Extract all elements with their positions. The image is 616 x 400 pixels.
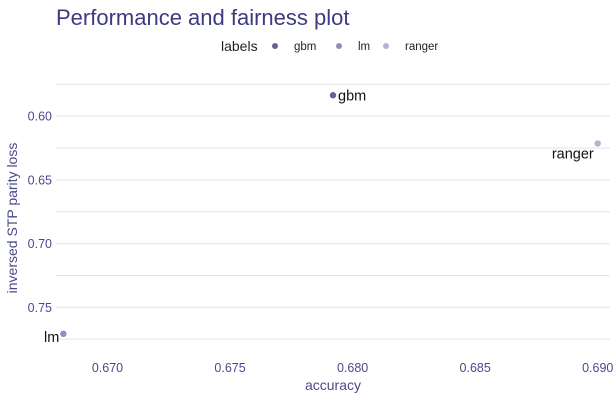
x-tick-label-4: 0.690	[582, 361, 613, 375]
legend-title: labels	[221, 38, 258, 54]
x-axis-title: accuracy	[305, 377, 361, 393]
y-tick-label-3: 0.75	[28, 301, 52, 315]
y-tick-label-1: 0.65	[28, 173, 52, 187]
x-tick-label-2: 0.680	[337, 361, 368, 375]
point-gbm	[329, 92, 337, 99]
point-lm	[60, 330, 67, 338]
chart-title: Performance and fairness plot	[56, 5, 350, 30]
legend-marker-gbm	[272, 43, 278, 49]
point-label-ranger: ranger	[552, 146, 594, 162]
data-points: gbm lm ranger	[44, 88, 601, 346]
point-label-gbm: gbm	[338, 88, 366, 104]
y-axis-title: inversed STP parity loss	[4, 143, 20, 294]
x-tick-label-1: 0.675	[214, 361, 245, 375]
y-tick-label-2: 0.70	[28, 237, 52, 251]
legend-label-ranger: ranger	[405, 41, 438, 53]
legend-label-gbm: gbm	[294, 41, 316, 53]
point-label-lm: lm	[44, 330, 59, 346]
y-axis-ticks: 0.60 0.65 0.70 0.75	[28, 110, 52, 315]
legend: labels gbm lm ranger	[221, 38, 438, 54]
legend-marker-ranger	[383, 43, 389, 49]
legend-label-lm: lm	[358, 41, 370, 53]
x-tick-label-3: 0.685	[460, 361, 491, 375]
gridlines	[56, 83, 610, 340]
y-tick-label-0: 0.60	[28, 110, 52, 124]
x-tick-label-0: 0.670	[92, 361, 123, 375]
x-axis-ticks: 0.670 0.675 0.680 0.685 0.690	[92, 361, 614, 375]
legend-marker-lm	[336, 43, 342, 49]
point-ranger	[594, 140, 601, 147]
